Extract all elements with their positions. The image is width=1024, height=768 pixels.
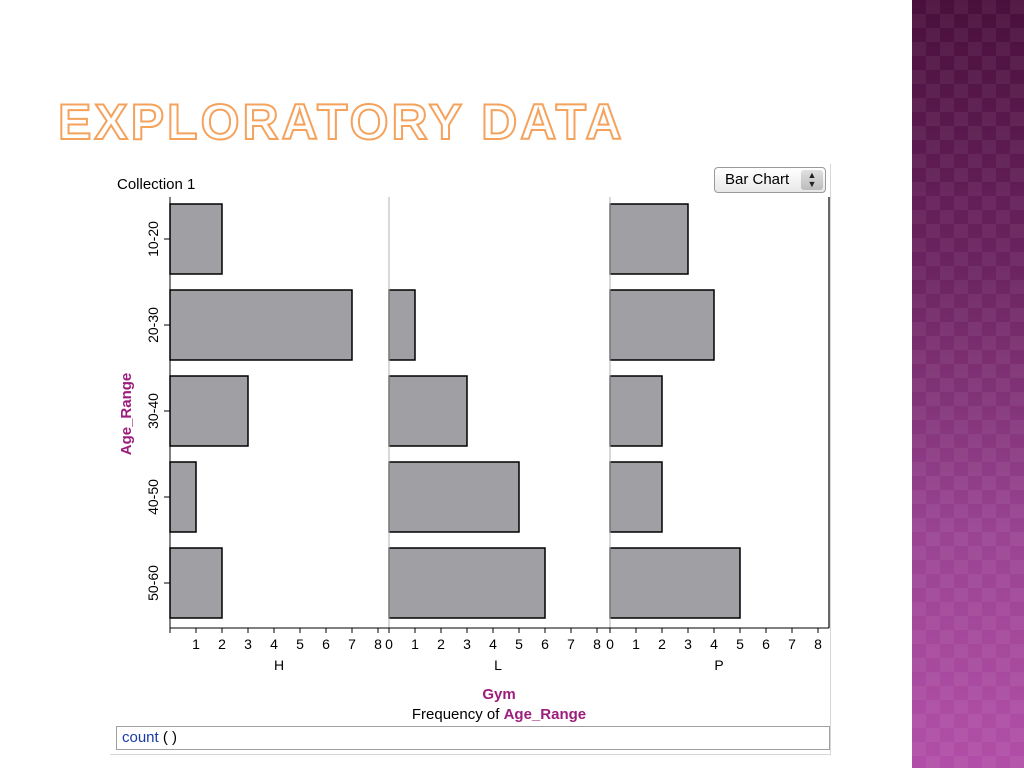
bar[interactable] (169, 375, 249, 447)
axes-layer: 10-20 20-30 30-40 40-50 50-60 1 2 3 4 5 6 7 8 H 0 1 2 3 4 5… (145, 197, 830, 673)
x-tick-label: 5 (296, 636, 304, 652)
x-tick-label: 3 (463, 636, 471, 652)
x-tick-label: 3 (244, 636, 252, 652)
bar[interactable] (609, 203, 689, 275)
x-tick-label: 2 (437, 636, 445, 652)
bar[interactable] (609, 547, 741, 619)
bar[interactable] (169, 203, 223, 275)
y-tick-label: 40-50 (145, 479, 161, 515)
panel-label: P (714, 657, 723, 673)
bar[interactable] (609, 461, 663, 533)
x-tick-label: 7 (567, 636, 575, 652)
formula-bar[interactable]: count ( ) (116, 726, 830, 750)
x-tick-label: 1 (192, 636, 200, 652)
chart-type-value: Bar Chart (725, 171, 790, 188)
y-axis-title: Age_Range (118, 373, 135, 456)
bar[interactable] (388, 375, 468, 447)
formula-args: ( ) (162, 729, 178, 746)
bar[interactable] (609, 375, 663, 447)
x-tick-label: 1 (632, 636, 640, 652)
chart-type-select[interactable]: Bar Chart ▲ ▼ (714, 167, 826, 193)
x-tick-label: 8 (374, 636, 382, 652)
x-tick-label: 0 (385, 636, 393, 652)
x-tick-label: 8 (814, 636, 822, 652)
bars-layer (169, 203, 741, 619)
chart-frame (110, 164, 831, 755)
bar[interactable] (609, 289, 715, 361)
x-tick-label: 6 (762, 636, 770, 652)
up-down-arrows-icon[interactable]: ▲ ▼ (801, 170, 823, 190)
x-tick-label: 5 (515, 636, 523, 652)
x-tick-label: 4 (270, 636, 278, 652)
x-tick-label: 1 (411, 636, 419, 652)
x-tick-label: 8 (593, 636, 601, 652)
x-tick-label: 2 (218, 636, 226, 652)
panel-label: H (274, 657, 284, 673)
bar[interactable] (388, 289, 416, 361)
decorative-side-band (912, 0, 1024, 768)
x-tick-label: 6 (541, 636, 549, 652)
x-axis-title: Gym (482, 686, 515, 703)
bar[interactable] (169, 547, 223, 619)
x-tick-label: 4 (489, 636, 497, 652)
x-axis-subtitle: Frequency of Age_Range (412, 706, 586, 723)
x-tick-label: 3 (684, 636, 692, 652)
formula-function: count (122, 729, 159, 746)
slide-title: Exploratory Data (57, 93, 625, 151)
x-axis-subtitle-var: Age_Range (504, 706, 587, 723)
panel-label: L (494, 657, 502, 673)
y-tick-label: 50-60 (145, 565, 161, 601)
x-tick-label: 4 (710, 636, 718, 652)
y-tick-label: 20-30 (145, 307, 161, 343)
x-tick-label: 7 (348, 636, 356, 652)
x-tick-label: 2 (658, 636, 666, 652)
bar[interactable] (169, 461, 197, 533)
x-tick-label: 5 (736, 636, 744, 652)
x-tick-label: 6 (322, 636, 330, 652)
bar[interactable] (388, 461, 520, 533)
y-tick-label: 10-20 (145, 221, 161, 257)
x-tick-label: 7 (788, 636, 796, 652)
x-tick-label: 0 (606, 636, 614, 652)
y-tick-label: 30-40 (145, 393, 161, 429)
bar[interactable] (169, 289, 353, 361)
bar[interactable] (388, 547, 546, 619)
x-axis-subtitle-prefix: Frequency of (412, 706, 504, 723)
collection-label: Collection 1 (117, 176, 196, 193)
